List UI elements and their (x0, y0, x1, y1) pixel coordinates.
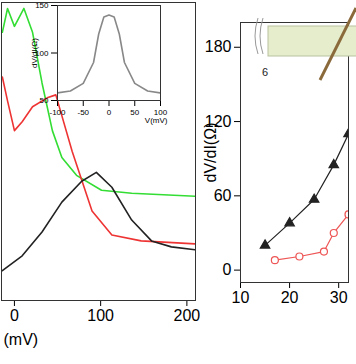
svg-text:V(mV): V(mV) (145, 116, 168, 125)
svg-text:120: 120 (204, 112, 232, 130)
svg-text:150: 150 (35, 1, 49, 10)
svg-text:0: 0 (107, 108, 112, 117)
svg-text:30: 30 (330, 289, 348, 306)
svg-text:6: 6 (262, 66, 268, 78)
svg-text:100: 100 (87, 307, 114, 324)
svg-text:100: 100 (35, 48, 49, 58)
svg-text:-100: -100 (49, 108, 66, 117)
svg-text:50: 50 (40, 96, 49, 105)
svg-text:100: 100 (153, 108, 168, 118)
svg-text:60: 60 (214, 187, 232, 204)
svg-text:-50: -50 (77, 108, 89, 117)
svg-text:200: 200 (174, 307, 201, 324)
svg-text:dV/dI(Ω): dV/dI(Ω) (202, 123, 219, 183)
svg-text:180: 180 (205, 38, 232, 55)
svg-text:0: 0 (223, 261, 232, 278)
svg-text:50: 50 (130, 108, 139, 117)
svg-text:10: 10 (232, 289, 250, 306)
svg-text:20: 20 (281, 289, 299, 306)
svg-text:0: 0 (10, 307, 19, 324)
svg-text:dV/dI(Ω): dV/dI(Ω) (30, 38, 39, 68)
svg-text:(mV): (mV) (4, 331, 39, 348)
